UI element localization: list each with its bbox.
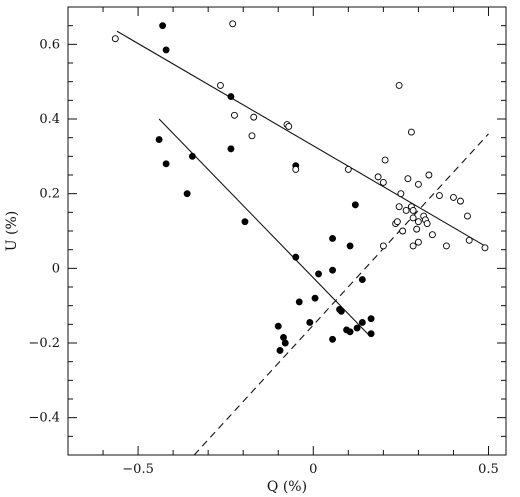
open-data-point — [374, 173, 382, 181]
open-data-point — [449, 193, 457, 201]
filled-data-point — [337, 307, 345, 315]
open-data-point — [456, 197, 464, 205]
filled-data-point — [306, 319, 314, 326]
filled-data-point — [346, 242, 354, 250]
fit-line-2 — [158, 118, 370, 336]
dashed-reference-line — [193, 133, 489, 455]
filled-data-point — [358, 319, 366, 326]
filled-data-point — [227, 93, 235, 101]
open-data-point — [464, 212, 471, 220]
open-data-point — [414, 218, 422, 226]
open-data-point — [344, 165, 352, 173]
open-data-point — [399, 227, 407, 235]
axis-ticks: −0.5 0 0.5 −0.4 −0.2 0 0.2 0.4 0.6 — [28, 6, 506, 477]
y-tick-label: −0.4 — [28, 411, 60, 426]
open-data-point — [379, 242, 387, 250]
filled-data-point — [351, 201, 359, 209]
plot-frame — [67, 6, 507, 456]
filled-data-point — [329, 266, 337, 274]
filled-data-point — [241, 218, 249, 226]
open-data-point — [481, 244, 489, 252]
open-data-point — [414, 238, 422, 246]
open-data-point — [250, 113, 258, 121]
open-data-point — [414, 180, 422, 188]
open-data-point — [393, 218, 401, 226]
filled-data-point — [162, 46, 170, 54]
open-data-point — [409, 242, 417, 250]
open-data-point — [407, 128, 415, 136]
filled-data-point — [292, 253, 300, 261]
open-data-point — [216, 81, 224, 89]
open-data-point — [229, 20, 237, 28]
filled-data-point — [353, 324, 361, 332]
open-data-point — [248, 132, 256, 140]
open-data-point — [409, 214, 417, 222]
y-tick-label: −0.2 — [28, 336, 60, 351]
filled-data-point — [358, 276, 366, 283]
open-data-point — [230, 111, 238, 119]
filled-data-point — [315, 270, 322, 278]
x-tick-label: 0 — [309, 462, 317, 477]
filled-data-point — [159, 22, 167, 30]
open-data-point — [285, 123, 293, 130]
open-data-point — [428, 231, 436, 239]
open-data-point — [381, 156, 389, 164]
open-data-point — [442, 242, 450, 250]
filled-data-point — [281, 339, 289, 347]
open-data-point — [425, 171, 433, 179]
fit-line-1 — [116, 30, 486, 247]
filled-data-point — [162, 160, 170, 168]
filled-data-point — [155, 136, 163, 143]
filled-data-point — [280, 333, 287, 341]
y-tick-label: 0 — [52, 261, 60, 276]
filled-data-point — [311, 294, 319, 302]
filled-data-point — [295, 298, 303, 306]
open-data-point — [292, 165, 300, 173]
x-tick-label: 0.5 — [478, 462, 499, 477]
open-data-point — [397, 190, 405, 198]
filled-data-point — [183, 190, 191, 198]
filled-data-point — [188, 152, 196, 160]
filled-data-point — [346, 328, 354, 336]
open-data-point — [435, 192, 443, 199]
open-data-point — [395, 203, 403, 211]
open-data-point — [413, 225, 421, 233]
filled-data-point — [329, 335, 337, 343]
open-data-point — [423, 220, 431, 227]
filled-data-point — [367, 315, 375, 323]
y-tick-label: 0.2 — [39, 187, 60, 202]
filled-data-point — [227, 145, 235, 153]
y-tick-label: 0.6 — [39, 37, 60, 52]
x-axis-label: Q (%) — [267, 479, 307, 495]
filled-data-point — [329, 235, 337, 242]
open-data-point — [395, 81, 403, 89]
open-data-point — [465, 236, 473, 244]
open-data-point — [402, 207, 410, 214]
open-data-point — [111, 35, 119, 43]
y-tick-label: 0.4 — [39, 112, 60, 127]
open-data-point — [404, 175, 412, 183]
filled-data-point — [274, 322, 282, 330]
x-tick-label: −0.5 — [122, 462, 154, 477]
open-data-point — [379, 179, 387, 186]
filled-data-point — [367, 330, 375, 338]
filled-data-point — [276, 347, 284, 354]
open-data-point — [409, 207, 417, 214]
plot-area — [111, 20, 489, 455]
y-axis-label: U (%) — [4, 211, 20, 251]
